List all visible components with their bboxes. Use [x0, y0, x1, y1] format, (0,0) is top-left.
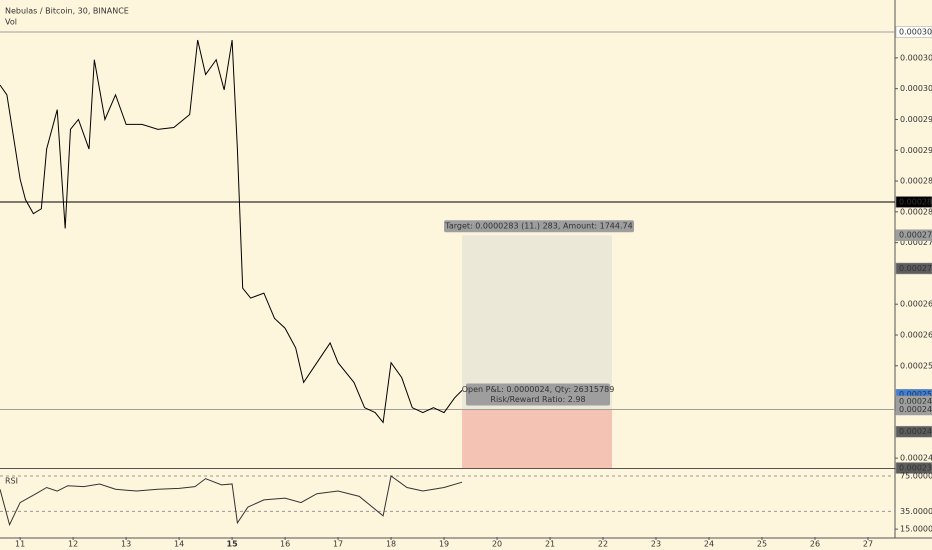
price-marker	[895, 262, 932, 275]
price-marker-label: 0.0002708	[899, 264, 932, 273]
y-tick-label: 0.0002950	[900, 115, 932, 124]
pnl-label: Open P&L: 0.0000024, Qty: 26315789	[462, 385, 615, 394]
x-tick-label: 12	[68, 540, 78, 549]
y-tick-label: 0.0002650	[900, 300, 932, 309]
price-marker-label: 0.0002762	[899, 231, 932, 240]
x-tick-label: 20	[492, 540, 502, 549]
price-marker	[895, 196, 932, 208]
pnl-label-bg	[466, 383, 610, 406]
price-marker	[895, 425, 932, 438]
x-tick-label: 24	[704, 540, 714, 549]
price-marker	[895, 462, 932, 474]
rsi-label: RSI	[5, 477, 18, 486]
target-label-bg	[444, 220, 634, 233]
rsi-line	[0, 475, 463, 527]
y-tick-label: 0.0002850	[900, 177, 932, 186]
x-tick-label: 25	[757, 540, 767, 549]
x-tick-label: 22	[598, 540, 608, 549]
x-tick-label: 27	[863, 540, 873, 549]
rsi-tick-label: 15.0000	[900, 525, 932, 534]
x-tick-label: 26	[810, 540, 820, 549]
price-marker-label: 0.0003092	[899, 28, 932, 37]
rsi-tick-label: 35.0000	[900, 507, 932, 516]
price-marker	[895, 403, 932, 416]
volume-label: Vol	[5, 18, 17, 27]
x-tick-label: 21	[545, 540, 555, 549]
price-marker	[895, 26, 932, 38]
x-tick-label: 23	[651, 540, 661, 549]
target-zone	[462, 235, 613, 410]
price-marker-label: 0.0002443	[899, 427, 932, 436]
ratio-label: Risk/Reward Ratio: 2.98	[490, 395, 585, 404]
y-tick-label: 0.0002550	[900, 361, 932, 370]
x-tick-label: 11	[15, 540, 25, 549]
y-tick-label: 0.0002600	[900, 330, 932, 339]
stop-zone	[462, 409, 613, 468]
y-tick-label: 0.0002900	[900, 146, 932, 155]
price-marker-label: 0.0002492	[899, 397, 932, 406]
y-tick-label: 0.0002800	[900, 207, 932, 216]
x-tick-label: 13	[121, 540, 131, 549]
target-label: Target: 0.0000283 (11.) 283, Amount: 174…	[444, 222, 632, 231]
y-tick-label: 0.0002400	[900, 454, 932, 463]
x-tick-label: 18	[386, 540, 396, 549]
y-tick-label: 0.0003050	[900, 53, 932, 62]
rsi-tick-label: 75.0000	[900, 471, 932, 480]
price-line-series	[0, 39, 463, 424]
price-marker-label: 0.0002503	[899, 390, 932, 399]
y-tick-label: 0.0003000	[900, 84, 932, 93]
price-marker	[895, 229, 932, 241]
x-tick-label: 14	[174, 540, 184, 549]
x-tick-label: 17	[333, 540, 343, 549]
y-tick-label: 0.0002750	[900, 238, 932, 247]
price-marker-label: 0.0002384	[899, 464, 932, 473]
x-tick-label: 16	[280, 540, 290, 549]
x-tick-label: 15	[227, 540, 239, 549]
price-marker-label: 0.0002816	[899, 197, 932, 206]
x-tick-label: 19	[439, 540, 449, 549]
chart-title: Nebulas / Bitcoin, 30, BINANCE	[5, 7, 129, 16]
price-marker-label: 0.0002479	[899, 405, 932, 414]
